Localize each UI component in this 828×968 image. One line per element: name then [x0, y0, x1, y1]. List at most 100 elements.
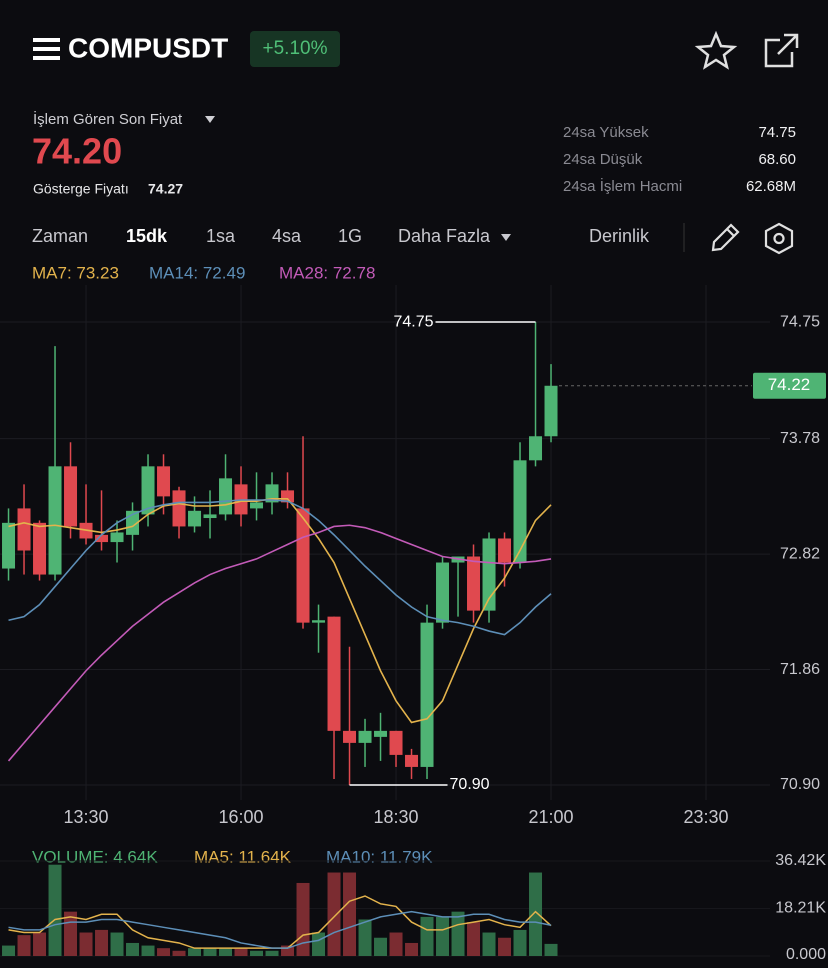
y-tick-label: 70.90: [780, 776, 820, 793]
volume-bar: [374, 937, 388, 956]
ma-legend: MA7: 73.23: [32, 263, 119, 282]
change-badge: [250, 31, 340, 67]
tab[interactable]: 4sa: [272, 226, 302, 246]
volume-bar: [312, 932, 326, 956]
last-price-tag: [753, 372, 826, 399]
stat-label: 24sa Düşük: [563, 151, 643, 168]
volume-bar: [126, 942, 140, 956]
menu-bar: [33, 38, 60, 42]
candle-body: [172, 490, 186, 527]
price-label[interactable]: İşlem Gören Son Fiyat: [33, 110, 183, 128]
candle-body: [157, 466, 171, 497]
x-tick-label: 13:30: [64, 807, 109, 827]
stat-value: 68.60: [758, 151, 796, 168]
volume-bar: [327, 872, 341, 956]
volume-bar: [188, 948, 202, 956]
volume-bar: [79, 932, 93, 956]
candle-body: [529, 436, 543, 461]
volume-legend: MA5: 11.64K: [194, 847, 292, 866]
candle-body: [203, 514, 217, 519]
tab[interactable]: 15dk: [126, 226, 168, 246]
ma-line: [8, 499, 552, 636]
last-price-label: 74.22: [768, 375, 811, 394]
volume-bar: [234, 948, 248, 956]
menu-bar: [33, 47, 60, 51]
candle-body: [265, 484, 279, 503]
volume-bar: [141, 945, 155, 956]
volume-legend: VOLUME: 4.64K: [32, 847, 158, 866]
ma-legend: MA14: 72.49: [149, 263, 245, 282]
settings-icon[interactable]: [764, 222, 794, 255]
volume-bar: [2, 945, 16, 956]
volume-bar: [281, 945, 295, 956]
volume-bar: [33, 932, 47, 956]
hexagon: [764, 222, 794, 255]
pencil-icon[interactable]: [711, 223, 740, 252]
tab[interactable]: Daha Fazla: [398, 226, 491, 246]
candle-body: [420, 622, 434, 767]
volume-bar: [544, 943, 558, 956]
share-icon[interactable]: [764, 33, 799, 68]
y-tick-label: 72.82: [780, 545, 820, 562]
candle-body: [374, 730, 388, 737]
volume-bar: [172, 950, 186, 956]
index-value: 74.27: [148, 181, 183, 197]
candle-body: [296, 508, 310, 623]
volume-bar: [467, 922, 481, 956]
volume-bar: [389, 932, 403, 956]
stat-label: 24sa Yüksek: [563, 124, 649, 141]
tab[interactable]: Derinlik: [589, 226, 650, 246]
volume-bar: [420, 916, 434, 956]
volume-bar: [343, 872, 357, 956]
change: +5.10%: [263, 38, 328, 59]
menu-bar: [33, 56, 60, 60]
volume-bar: [358, 919, 372, 956]
menu-icon[interactable]: [33, 38, 60, 60]
x-tick-label: 16:00: [218, 807, 263, 827]
volume-bar: [203, 948, 217, 956]
tabs: Zaman 15dk 1sa 4sa 1G Daha Fazla Derinlik: [32, 226, 650, 246]
candle-body: [48, 466, 62, 575]
candle-body: [482, 538, 496, 611]
ma-line: [7, 524, 552, 762]
index-label: Gösterge Fiyatı: [33, 181, 129, 197]
price-chart: MA7: 73.23 MA14: 72.49 MA28: 72.78 70.90 71.…: [0, 263, 826, 827]
symbol[interactable]: COMPUSDT: [68, 32, 228, 63]
candle-body: [250, 502, 264, 509]
candle-body: [405, 754, 419, 767]
candle-body: [467, 556, 481, 611]
volume-bar: [482, 932, 496, 956]
candle-body: [389, 730, 403, 755]
volume-tick-label: 0.000: [786, 946, 826, 963]
volume-legend: MA10: 11.79K: [326, 847, 433, 866]
tab[interactable]: 1sa: [206, 226, 236, 246]
dropdown-arrow: [205, 116, 215, 123]
y-tick-label: 74.75: [780, 313, 820, 330]
volume-bar: [513, 929, 527, 956]
share-arrow: [777, 33, 799, 55]
volume-tick-label: 18.21K: [775, 900, 826, 917]
pencil: [711, 223, 740, 252]
stat-value: 74.75: [758, 124, 796, 141]
volume-bar: [48, 864, 62, 956]
tab[interactable]: Zaman: [32, 226, 88, 246]
ma-legend: MA28: 72.78: [279, 263, 375, 282]
x-tick-label: 21:00: [528, 807, 573, 827]
candle-body: [358, 730, 372, 743]
volume-bar: [219, 948, 233, 956]
volume-bar: [451, 911, 465, 956]
volume-bar: [95, 929, 109, 956]
candle-body: [343, 730, 357, 743]
star-icon[interactable]: [694, 30, 738, 70]
volume-bar: [498, 937, 512, 956]
candle-body: [219, 478, 233, 515]
x-tick-label: 18:30: [373, 807, 418, 827]
candle-body: [95, 534, 109, 543]
x-tick-label: 23:30: [683, 807, 728, 827]
tab[interactable]: 1G: [338, 226, 362, 246]
candle-body: [33, 522, 47, 575]
hexagon-center: [773, 232, 785, 245]
stat-value: 62.68M: [746, 178, 796, 195]
